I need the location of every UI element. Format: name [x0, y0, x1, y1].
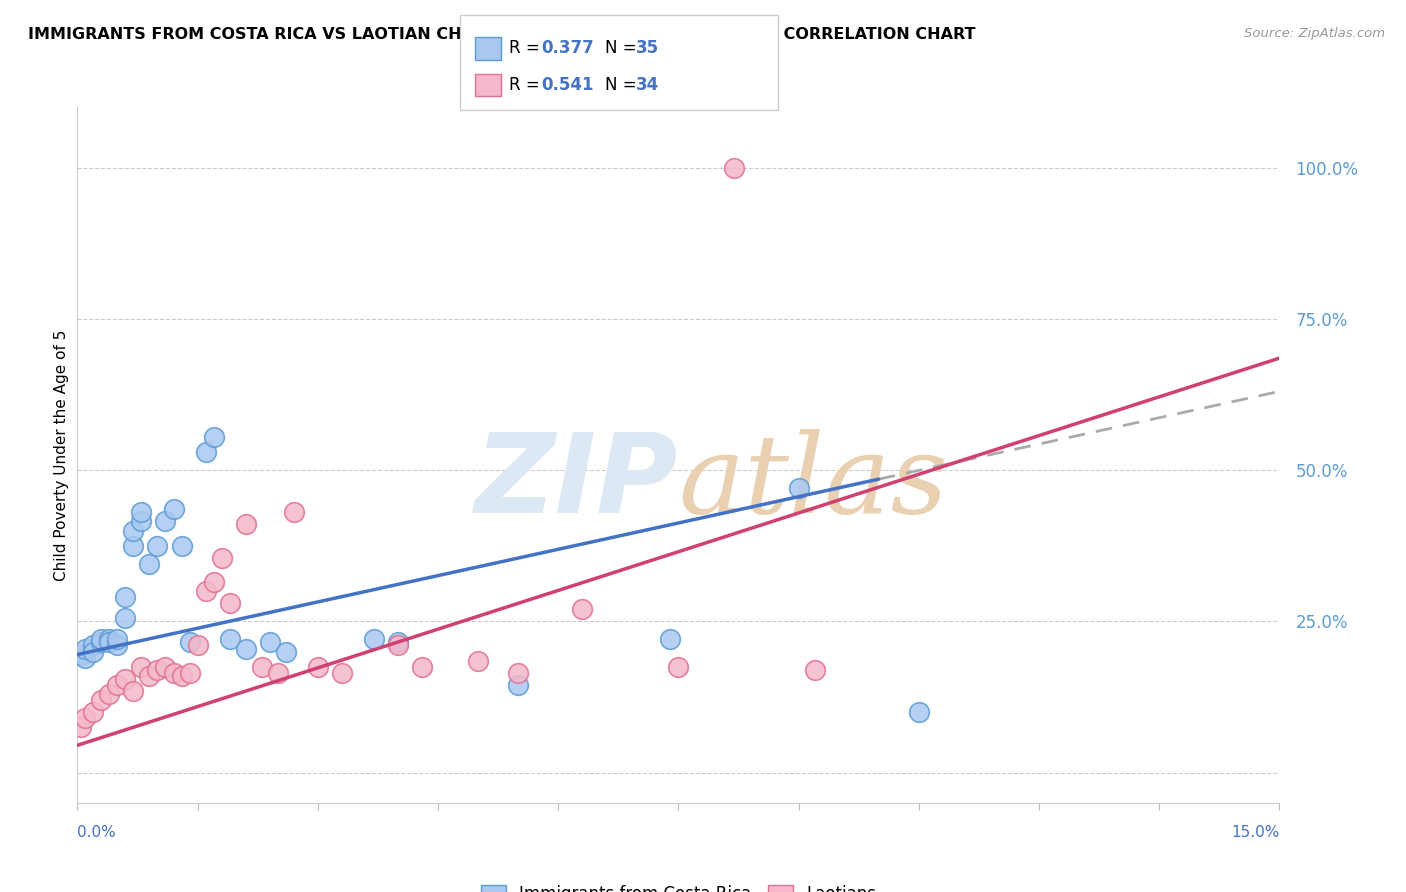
Point	[211, 550, 233, 565]
Point	[98, 632, 121, 647]
Point	[131, 515, 153, 529]
Point	[162, 665, 184, 680]
Text: 0.541: 0.541	[541, 76, 593, 94]
Point	[70, 648, 93, 662]
Point	[235, 517, 257, 532]
Point	[787, 481, 810, 495]
Point	[186, 639, 209, 653]
Point	[107, 678, 129, 692]
Point	[411, 659, 433, 673]
Point	[194, 445, 217, 459]
Point	[98, 687, 121, 701]
Point	[659, 632, 682, 647]
Point	[162, 502, 184, 516]
Point	[267, 665, 290, 680]
Point	[75, 711, 97, 725]
Point	[82, 644, 104, 658]
Text: N =: N =	[605, 39, 641, 57]
Point	[170, 669, 193, 683]
Text: 0.377: 0.377	[541, 39, 595, 57]
Point	[218, 596, 240, 610]
Point	[202, 430, 225, 444]
Point	[138, 557, 160, 571]
Point	[107, 639, 129, 653]
Point	[75, 641, 97, 656]
Point	[668, 659, 690, 673]
Point	[250, 659, 273, 673]
Point	[467, 654, 489, 668]
Point	[155, 659, 177, 673]
Point	[363, 632, 385, 647]
Point	[202, 574, 225, 589]
Point	[194, 584, 217, 599]
Point	[218, 632, 240, 647]
Point	[155, 515, 177, 529]
Point	[508, 678, 530, 692]
Point	[82, 639, 104, 653]
Point	[82, 705, 104, 719]
Point	[387, 639, 409, 653]
Point	[179, 665, 201, 680]
Point	[75, 650, 97, 665]
Point	[283, 505, 305, 519]
Point	[114, 672, 136, 686]
Point	[90, 635, 112, 649]
Legend: Immigrants from Costa Rica, Laotians: Immigrants from Costa Rica, Laotians	[474, 878, 883, 892]
Point	[90, 632, 112, 647]
Point	[146, 663, 169, 677]
Point	[122, 684, 145, 698]
Point	[179, 635, 201, 649]
Text: atlas: atlas	[679, 429, 948, 536]
Text: R =: R =	[509, 39, 546, 57]
Text: 35: 35	[636, 39, 658, 57]
Point	[90, 693, 112, 707]
Point	[274, 644, 297, 658]
Point	[908, 705, 931, 719]
Point	[723, 161, 745, 175]
Point	[307, 659, 329, 673]
Point	[122, 539, 145, 553]
Point	[508, 665, 530, 680]
Text: N =: N =	[605, 76, 641, 94]
Y-axis label: Child Poverty Under the Age of 5: Child Poverty Under the Age of 5	[53, 329, 69, 581]
Point	[138, 669, 160, 683]
Text: 0.0%: 0.0%	[77, 825, 117, 840]
Point	[803, 663, 825, 677]
Point	[330, 665, 353, 680]
Text: 34: 34	[636, 76, 659, 94]
Point	[107, 632, 129, 647]
Point	[131, 505, 153, 519]
Point	[387, 635, 409, 649]
Point	[571, 602, 593, 616]
Point	[98, 635, 121, 649]
Point	[235, 641, 257, 656]
Point	[170, 539, 193, 553]
Point	[114, 611, 136, 625]
Point	[114, 590, 136, 604]
Text: R =: R =	[509, 76, 546, 94]
Text: ZIP: ZIP	[475, 429, 679, 536]
Point	[259, 635, 281, 649]
Point	[131, 659, 153, 673]
Point	[146, 539, 169, 553]
Text: Source: ZipAtlas.com: Source: ZipAtlas.com	[1244, 27, 1385, 40]
Point	[70, 720, 93, 734]
Text: IMMIGRANTS FROM COSTA RICA VS LAOTIAN CHILD POVERTY UNDER THE AGE OF 5 CORRELATI: IMMIGRANTS FROM COSTA RICA VS LAOTIAN CH…	[28, 27, 976, 42]
Point	[122, 524, 145, 538]
Text: 15.0%: 15.0%	[1232, 825, 1279, 840]
